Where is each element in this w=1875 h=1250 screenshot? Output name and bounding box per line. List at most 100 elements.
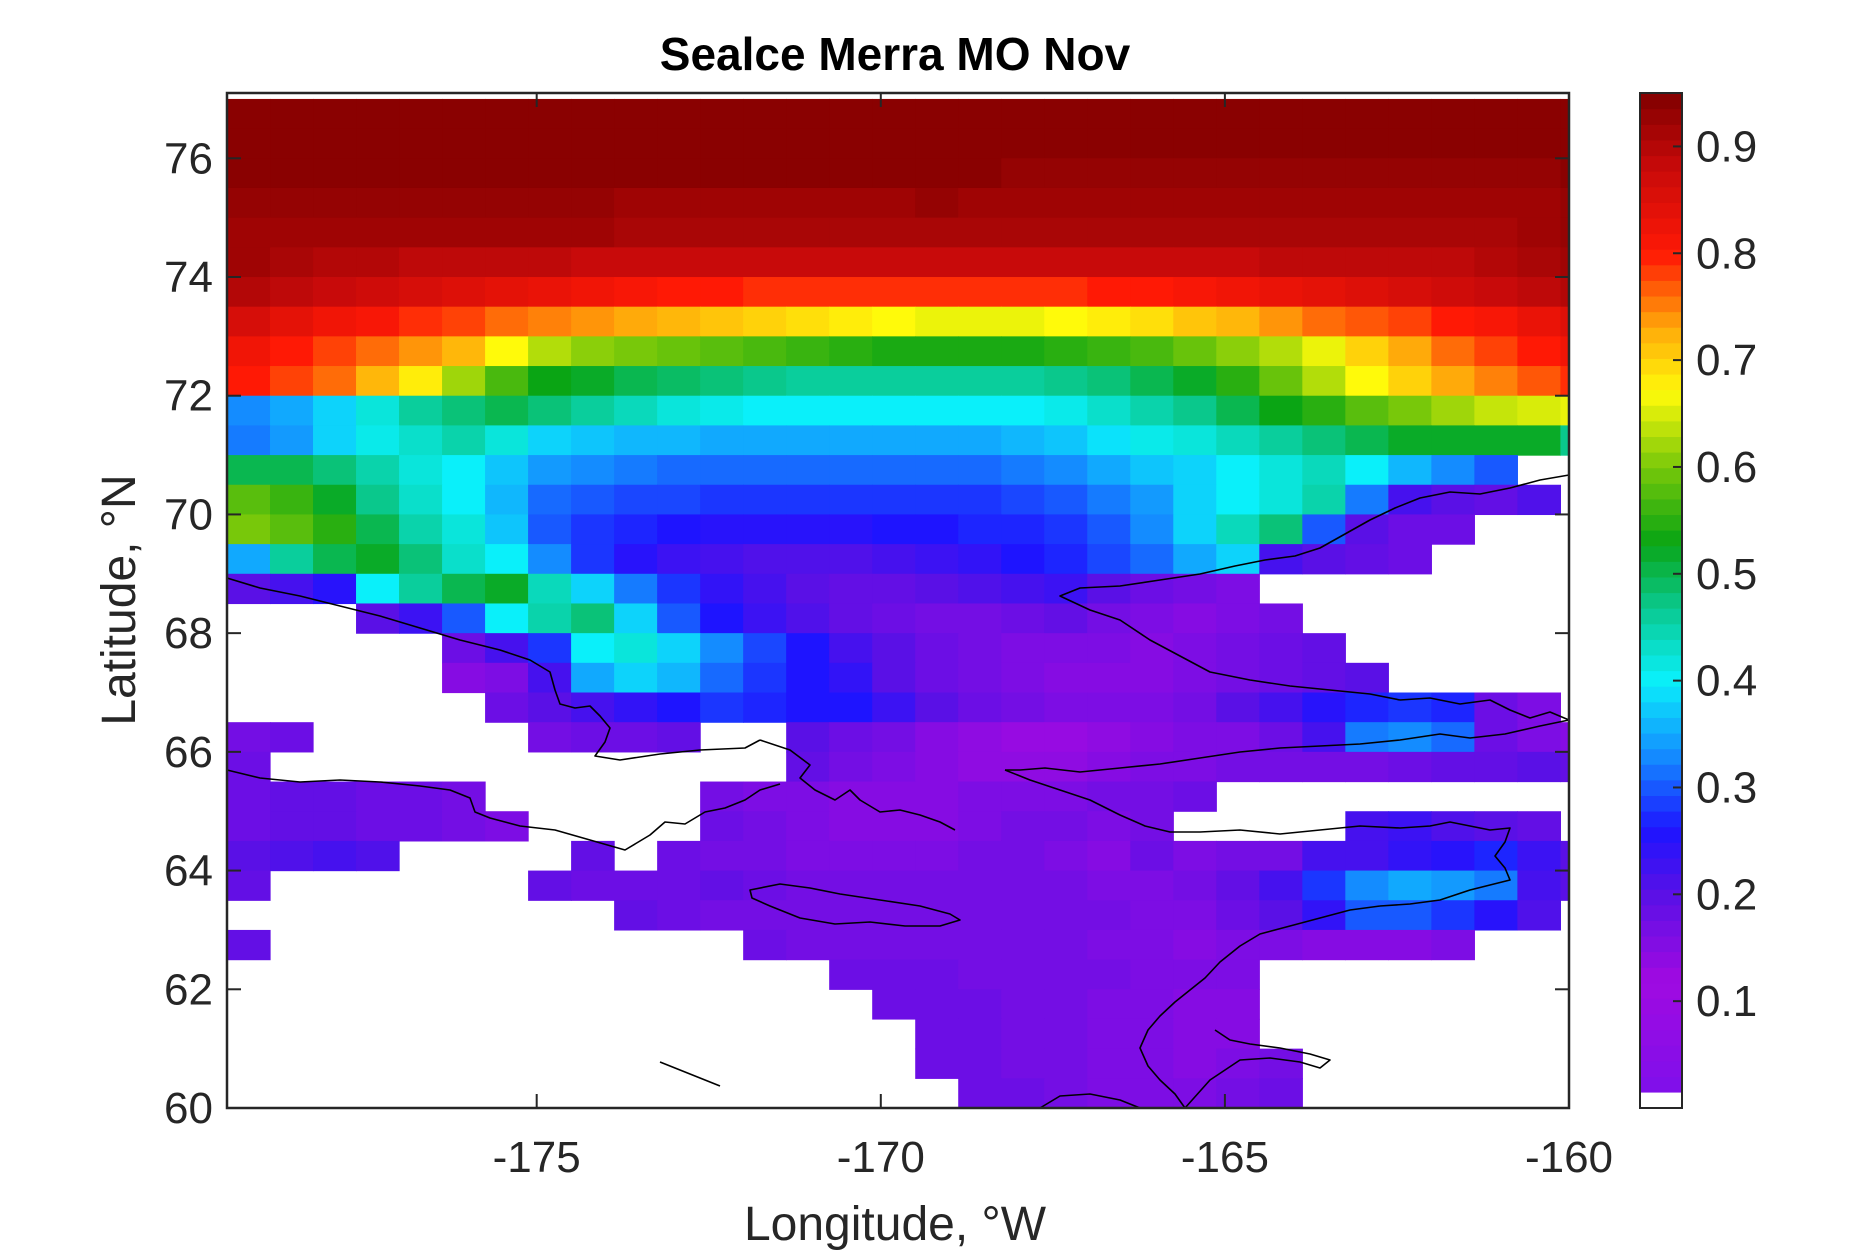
heatmap-cell: [1388, 722, 1432, 753]
heatmap-cell: [1345, 692, 1389, 723]
heatmap-cell: [872, 247, 916, 278]
heatmap-cell: [915, 484, 959, 516]
heatmap-cell: [743, 633, 787, 664]
heatmap-cell: [485, 158, 529, 189]
heatmap-cell: [614, 573, 658, 605]
heatmap-cell: [1216, 692, 1260, 723]
colorbar-band: [1640, 530, 1682, 547]
heatmap-cell: [1388, 692, 1432, 723]
heatmap-cell: [872, 959, 916, 990]
colorbar-band: [1640, 483, 1682, 500]
heatmap-cell: [227, 929, 271, 961]
coastline-chukotka-north: [226, 577, 761, 761]
heatmap-cell: [571, 425, 615, 456]
heatmap-cell: [270, 247, 314, 278]
heatmap-cell: [1173, 1018, 1217, 1050]
heatmap-cell: [872, 425, 916, 456]
heatmap-cell: [1130, 870, 1174, 901]
heatmap-cell: [1259, 692, 1303, 723]
heatmap-cell: [958, 929, 1002, 961]
heatmap-cell: [399, 544, 443, 575]
heatmap-cell: [1345, 395, 1389, 426]
heatmap-cell: [958, 692, 1002, 723]
heatmap-cell: [1130, 158, 1174, 189]
coastline-alaska-north: [1059, 474, 1570, 701]
heatmap-cell: [743, 811, 787, 842]
heatmap-cell: [485, 425, 529, 456]
heatmap-cell: [442, 811, 486, 842]
heatmap-cell: [356, 395, 400, 426]
heatmap-cell: [356, 455, 400, 486]
coastline-st-matthew: [659, 1061, 721, 1087]
heatmap-cell: [872, 662, 916, 694]
heatmap-cell: [872, 781, 916, 812]
heatmap-cell: [829, 662, 873, 694]
heatmap-cell: [1130, 811, 1174, 842]
heatmap-cell: [1087, 900, 1131, 931]
heatmap-cell: [872, 366, 916, 397]
heatmap-cell: [1044, 1018, 1088, 1050]
heatmap-cell: [614, 158, 658, 189]
heatmap-cell: [227, 870, 271, 901]
heatmap-cell: [657, 277, 701, 308]
heatmap-cell: [1431, 187, 1475, 219]
heatmap-cell: [614, 395, 658, 426]
heatmap-cell: [485, 128, 529, 159]
heatmap-cell: [915, 662, 959, 694]
heatmap-cell: [1130, 959, 1174, 990]
heatmap-cell: [227, 811, 271, 842]
heatmap-cell: [1560, 366, 1570, 397]
heatmap-cell: [700, 692, 744, 723]
heatmap-cell: [1087, 395, 1131, 426]
heatmap-cell: [1431, 217, 1475, 248]
heatmap-cell: [657, 603, 701, 634]
heatmap-cell: [528, 514, 572, 545]
heatmap-cell: [1173, 959, 1217, 990]
heatmap-cell: [1388, 366, 1432, 397]
heatmap-cell: [1001, 217, 1045, 248]
heatmap-cell: [571, 514, 615, 545]
heatmap-cell: [1259, 1048, 1303, 1079]
heatmap-cell: [270, 158, 314, 189]
colorbar-band: [1640, 264, 1682, 281]
heatmap-cell: [915, 959, 959, 990]
heatmap-cell: [1130, 840, 1174, 872]
heatmap-cell: [1216, 633, 1260, 664]
heatmap-cell: [1001, 603, 1045, 634]
heatmap-cell: [829, 277, 873, 308]
heatmap-cell: [657, 158, 701, 189]
heatmap-cell: [1388, 840, 1432, 872]
x-tick-label: -165: [1181, 1133, 1269, 1182]
heatmap-cell: [1087, 425, 1131, 456]
heatmap-cell: [270, 336, 314, 367]
heatmap-cell: [1001, 395, 1045, 426]
heatmap-cell: [1302, 306, 1346, 337]
heatmap-cell: [958, 751, 1002, 783]
colorbar-band: [1640, 1013, 1682, 1031]
heatmap-cell: [700, 336, 744, 367]
y-tick-label: 66: [164, 728, 213, 777]
heatmap-cell: [356, 366, 400, 397]
colorbar-band: [1640, 686, 1682, 703]
heatmap-cell: [1302, 425, 1346, 456]
heatmap-cell: [1130, 306, 1174, 337]
heatmap-cell: [829, 306, 873, 337]
colorbar-tick-label: 0.8: [1696, 229, 1757, 278]
heatmap-cell: [528, 692, 572, 723]
heatmap-cell: [786, 484, 830, 516]
heatmap-cell: [270, 366, 314, 397]
heatmap-cell: [442, 247, 486, 278]
colorbar-band: [1640, 811, 1682, 828]
heatmap-cell: [1087, 573, 1131, 605]
heatmap-cell: [1431, 336, 1475, 367]
heatmap-cell: [442, 425, 486, 456]
heatmap-cell: [1474, 217, 1518, 248]
heatmap-cell: [485, 484, 529, 516]
heatmap-cell: [485, 187, 529, 219]
colorbar-band: [1640, 889, 1682, 906]
heatmap-cell: [1216, 366, 1260, 397]
heatmap-cell: [227, 544, 271, 575]
colorbar-band: [1640, 217, 1682, 235]
heatmap-cell: [657, 395, 701, 426]
heatmap-cell: [915, 633, 959, 664]
